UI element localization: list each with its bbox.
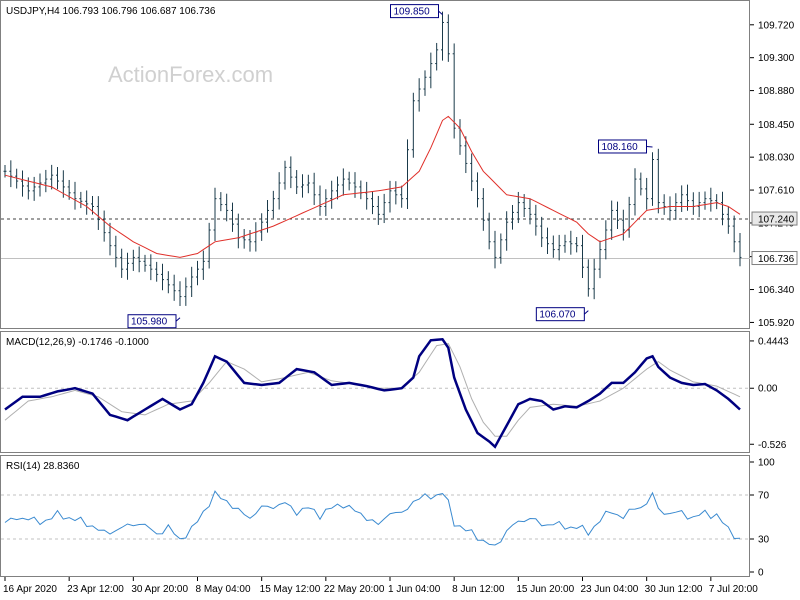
x-axis-tick-label: 7 Jul 20:00: [709, 584, 758, 595]
price-annotation-label: 109.850: [394, 7, 431, 18]
rsi-line: [4, 490, 741, 546]
rsi-y-tick-label: 30: [758, 535, 770, 546]
x-axis-tick-label: 30 Jun 12:00: [645, 584, 703, 595]
x-axis: 16 Apr 2020 23 Apr 12:00 30 Apr 20:00 8 May…: [3, 577, 758, 595]
x-axis-tick-label: 8 Jun 12:00: [452, 584, 505, 595]
price-header: USDJPY,H4 106.793 106.796 106.687 106.73…: [6, 6, 216, 17]
rsi-header: RSI(14) 28.8360: [6, 461, 80, 472]
price-y-tick-label: 105.920: [758, 318, 795, 329]
x-axis-tick-label: 23 Apr 12:00: [67, 584, 124, 595]
price-pane-frame: [0, 0, 750, 329]
moving-average-line: [4, 115, 741, 258]
x-axis-tick-label: 15 May 12:00: [260, 584, 321, 595]
rsi-pane-frame: [0, 455, 750, 577]
x-axis-tick-label: 8 May 04:00: [196, 584, 251, 595]
macd-y-tick-label: -0.526: [758, 440, 787, 451]
price-axis-highlight: [751, 211, 798, 226]
watermark: ActionForex.com: [108, 62, 273, 87]
price-y-tick-label: 109.300: [758, 53, 795, 64]
price-annotation-label: 108.160: [602, 142, 639, 153]
price-y-tick-label: 107.610: [758, 186, 795, 197]
price-pane: 109.720 109.300 108.880 108.450 108.030 107.6…: [1, 4, 798, 329]
price-y-tick-label: 108.880: [758, 86, 795, 97]
macd-pane: 0.4443 0.00 -0.526: [1, 336, 789, 451]
price-y-tick-label: 108.030: [758, 153, 795, 164]
macd-main-line: [4, 337, 741, 449]
price-annotation-label: 106.070: [539, 310, 576, 321]
price-axis-highlight-label: 107.240: [758, 215, 795, 226]
x-axis-tick-label: 23 Jun 04:00: [581, 584, 639, 595]
price-annotation-label: 105.980: [131, 317, 168, 328]
x-axis-tick-label: 22 May 20:00: [324, 584, 385, 595]
price-annotation-connector: [175, 317, 181, 322]
price-annotation-connector: [438, 10, 443, 15]
macd-signal-line: [4, 342, 741, 437]
price-y-tick-label: 109.720: [758, 20, 795, 31]
x-axis-tick-label: 1 Jun 04:00: [388, 584, 441, 595]
rsi-pane: 100 70 30 0: [1, 458, 775, 579]
macd-header: MACD(12,26,9) -0.1746 -0.1000: [6, 337, 149, 348]
price-annotation-connector: [646, 145, 653, 148]
x-axis-tick-label: 30 Apr 20:00: [131, 584, 188, 595]
x-axis-tick-label: 15 Jun 20:00: [516, 584, 574, 595]
price-y-tick-label: 106.340: [758, 285, 795, 296]
x-axis-tick-label: 16 Apr 2020: [3, 584, 57, 595]
price-annotation-connector: [584, 310, 589, 315]
macd-pane-frame: [0, 331, 750, 453]
price-y-tick-label: 108.450: [758, 120, 795, 131]
macd-y-tick-label: 0.00: [758, 384, 778, 395]
rsi-y-tick-label: 0: [758, 568, 764, 579]
rsi-y-tick-label: 70: [758, 491, 770, 502]
rsi-y-tick-label: 100: [758, 458, 775, 469]
price-axis-highlight-label: 106.736: [758, 254, 795, 265]
macd-y-tick-label: 0.4443: [758, 336, 789, 347]
price-axis-highlight: [751, 251, 798, 266]
